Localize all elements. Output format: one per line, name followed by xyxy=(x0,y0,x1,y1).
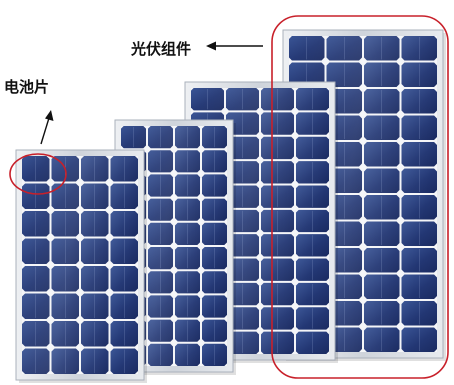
cell-highlight-ellipse xyxy=(9,153,67,195)
cell-arrow-head xyxy=(45,110,54,121)
module-arrow-head xyxy=(206,41,216,51)
panel-small-glass-sheen xyxy=(22,156,138,374)
cell-arrow-line xyxy=(40,117,50,145)
module-highlight-ellipse xyxy=(271,15,449,379)
module-label: 光伏组件 xyxy=(131,40,192,58)
panel-small xyxy=(15,149,147,383)
cell-label: 电池片 xyxy=(4,78,50,96)
